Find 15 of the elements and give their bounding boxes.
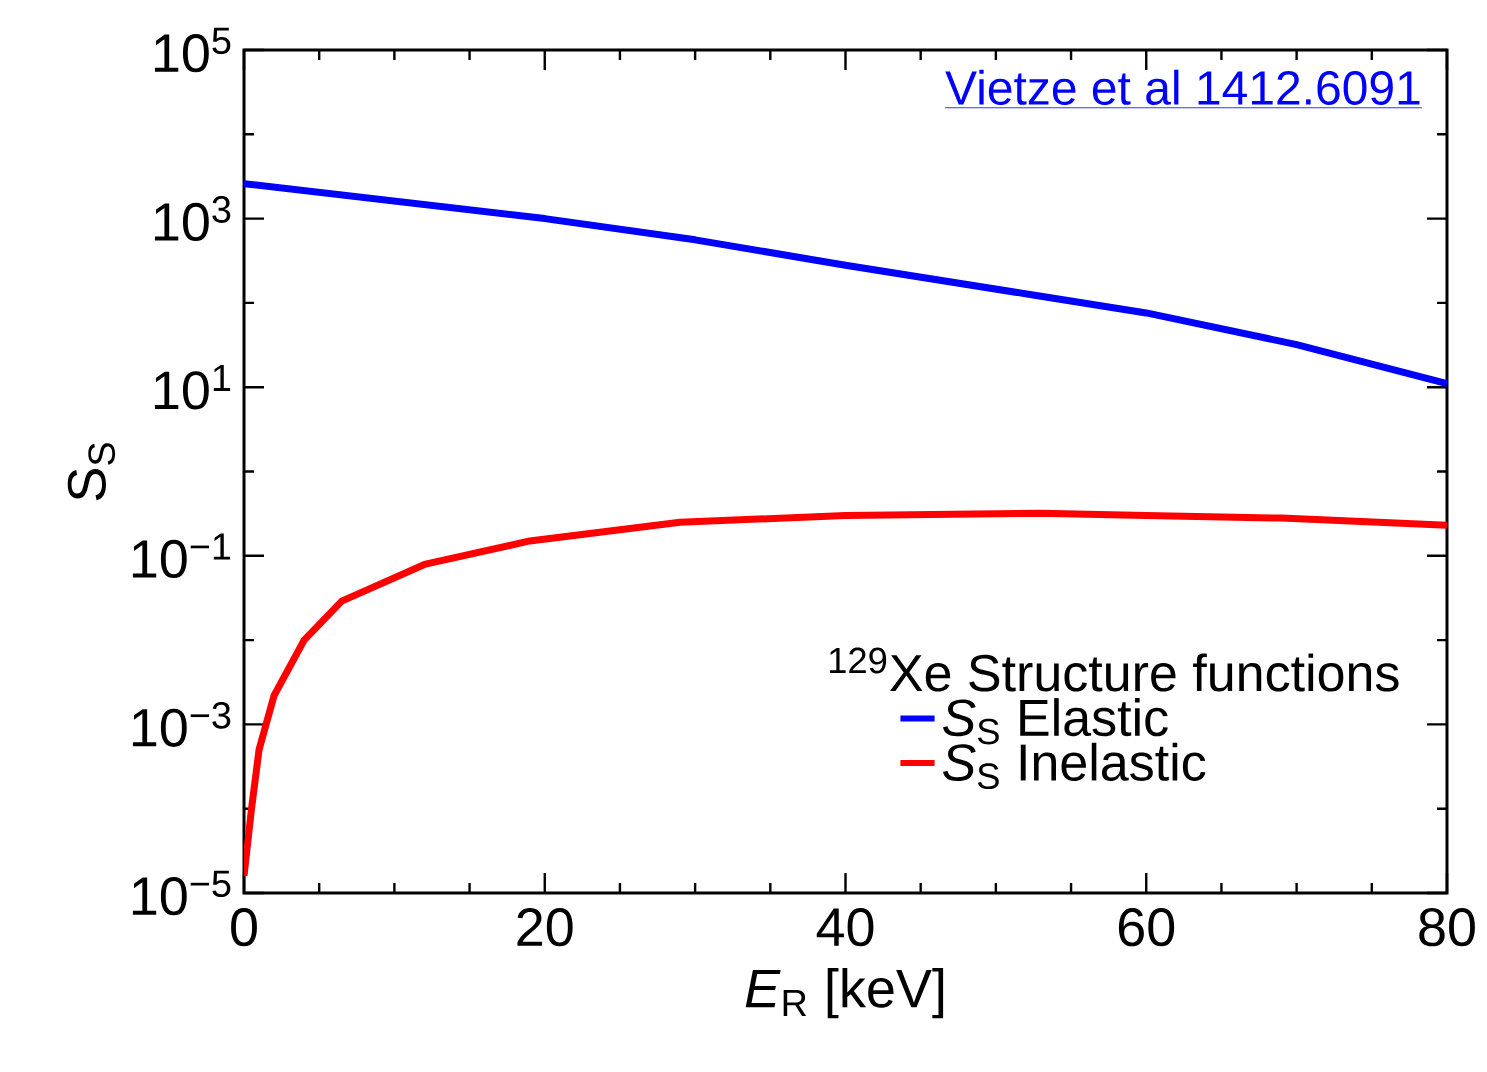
y-tick-label: 10$^{3}$ [154, 196, 231, 242]
x-tick-label: 20 [517, 908, 573, 947]
x-tick-label: 40 [816, 908, 874, 947]
y-axis-title: S$_{S}$ [67, 443, 116, 501]
x-axis-title: E$_{R}$ [keV] [745, 968, 944, 1019]
y-tick-label: 10$^{1}$ [154, 364, 231, 410]
y-tick-label: 10$^{5}$ [154, 27, 231, 73]
annotation: Vietze et al 1412.6091 [945, 69, 1420, 105]
x-tick-label: 60 [1118, 908, 1175, 947]
y-tick-label: 10$^{−3}$ [132, 701, 231, 747]
y-tick-label: 10$^{−5}$ [132, 870, 231, 916]
x-tick-label: 80 [1419, 908, 1475, 947]
y-tick-label: 10$^{−1}$ [132, 533, 231, 579]
x-tick-label: 0 [231, 908, 257, 947]
legend-title: $^{129}$Xe Structure functions [829, 647, 1399, 692]
